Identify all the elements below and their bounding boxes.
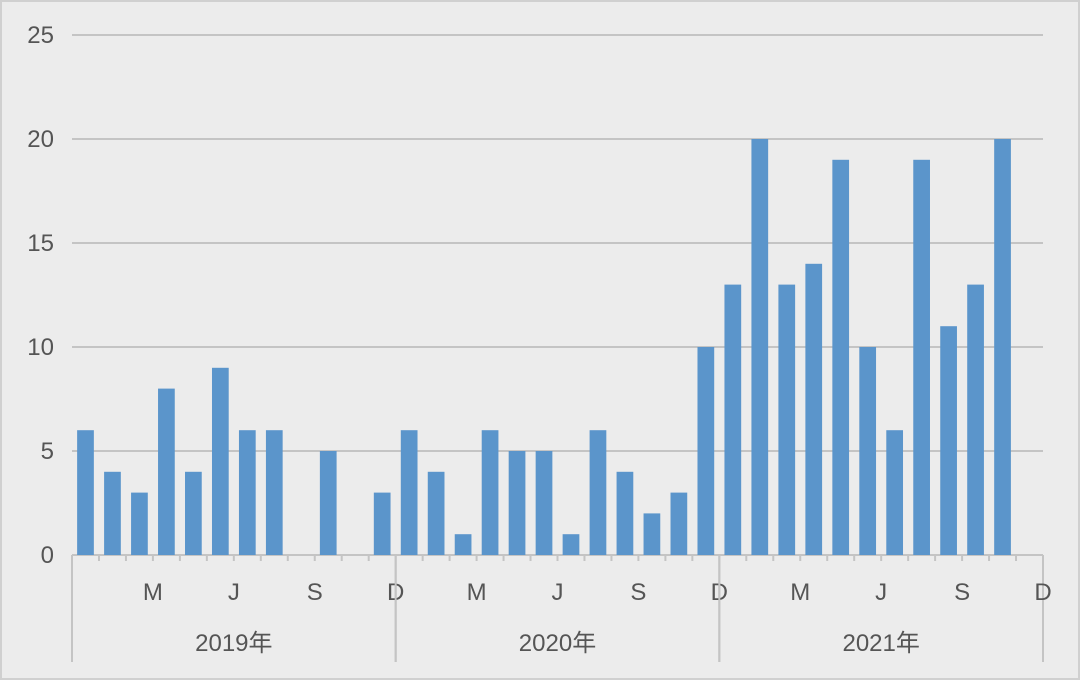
- bar: [724, 284, 742, 555]
- year-label: 2021年: [842, 630, 919, 657]
- x-tick-label: M: [790, 579, 810, 606]
- bar: [562, 534, 580, 555]
- x-tick-label: S: [630, 579, 646, 606]
- bar: [481, 430, 499, 555]
- x-tick-label: J: [228, 579, 240, 606]
- bar: [751, 139, 769, 555]
- bar: [77, 430, 94, 555]
- x-tick-label: J: [552, 579, 564, 606]
- year-label: 2020年: [519, 630, 596, 657]
- x-tick-label: M: [143, 579, 163, 606]
- bar: [427, 471, 445, 555]
- y-tick-label: 0: [41, 542, 54, 569]
- year-label: 2019年: [195, 630, 272, 657]
- bar: [373, 492, 391, 555]
- bar: [238, 430, 256, 555]
- bar: [104, 471, 121, 555]
- bar: [211, 367, 229, 555]
- bar: [994, 139, 1011, 555]
- bar: [805, 263, 823, 555]
- bar: [400, 430, 418, 555]
- bar: [131, 492, 148, 555]
- bar: [185, 471, 202, 555]
- y-tick-label: 25: [27, 22, 54, 49]
- bar: [886, 430, 904, 555]
- bar: [158, 388, 175, 555]
- bar: [940, 326, 957, 555]
- bar: [319, 451, 337, 555]
- bar: [265, 430, 283, 555]
- bar: [859, 347, 877, 555]
- y-tick-label: 20: [27, 126, 54, 153]
- bar: [670, 492, 688, 555]
- y-tick-label: 5: [41, 438, 54, 465]
- bar: [778, 284, 796, 555]
- x-tick-label: S: [307, 579, 323, 606]
- bar: [913, 159, 930, 556]
- bar: [589, 430, 607, 555]
- x-tick-label: M: [467, 579, 487, 606]
- bar: [697, 347, 715, 555]
- bar: [508, 451, 526, 555]
- y-tick-label: 10: [27, 334, 54, 361]
- x-tick-label: S: [954, 579, 970, 606]
- bar: [535, 451, 553, 555]
- bar: [454, 534, 472, 555]
- x-tick-label: J: [875, 579, 887, 606]
- x-tick-label: D: [1034, 579, 1051, 606]
- bar: [967, 284, 984, 555]
- bar: [643, 513, 661, 555]
- bar: [832, 159, 850, 556]
- bar: [616, 471, 634, 555]
- y-tick-label: 15: [27, 230, 54, 257]
